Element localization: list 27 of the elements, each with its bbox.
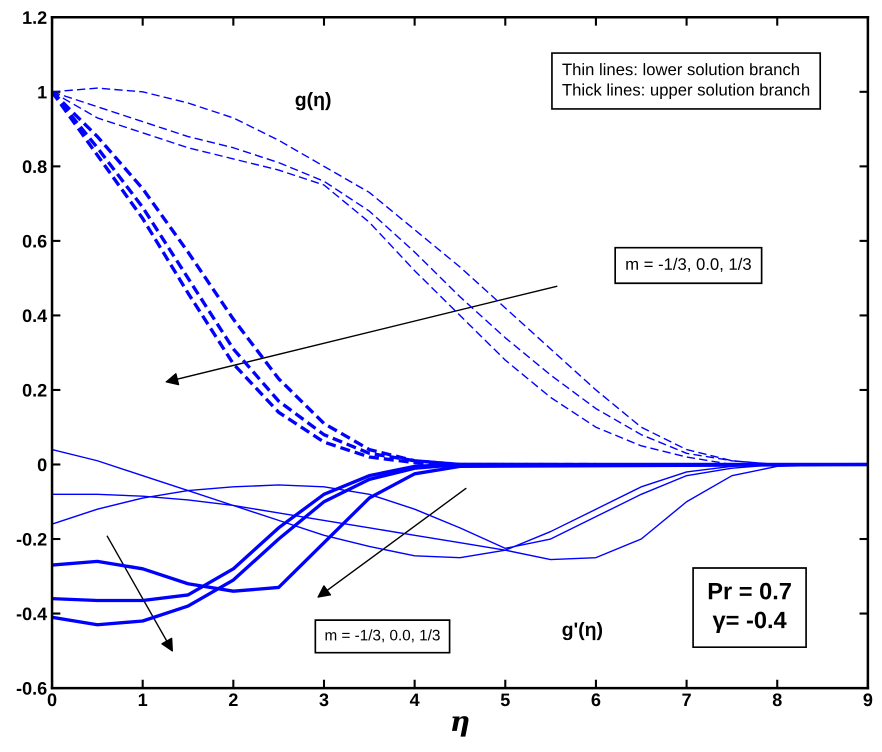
y-tick-label: -0.4 (16, 607, 48, 620)
x-tick-label: 3 (319, 693, 328, 706)
y-tick-label: -0.6 (16, 682, 47, 695)
annotation: m = -1/3, 0.0, 1/3 (326, 629, 440, 642)
annotation: m = -1/3, 0.0, 1/3 (626, 258, 751, 272)
x-tick-label: 4 (410, 694, 420, 706)
y-tick-label: 0.2 (22, 384, 46, 397)
x-tick-label: 5 (500, 694, 510, 706)
x-tick-label: 1 (138, 694, 148, 706)
x-axis-title: η (452, 716, 468, 737)
y-tick-label: 1.2 (23, 11, 46, 24)
x-tick-label: 2 (228, 693, 238, 706)
y-tick-label: -0.2 (16, 532, 46, 546)
annotation: g(η) (296, 92, 330, 110)
x-tick-label: 9 (863, 693, 872, 706)
y-tick-label: 0.8 (22, 160, 47, 174)
y-tick-label: 0.6 (22, 234, 47, 248)
y-tick-label: 0 (38, 458, 46, 472)
x-tick-label: 0 (48, 693, 56, 706)
x-tick-label: 8 (772, 693, 782, 706)
y-tick-label: 1 (38, 86, 47, 98)
y-tick-label: 0.4 (22, 309, 48, 322)
annotation: Thin lines: lower solution branch Thick lines: upper solution branch (562, 63, 810, 99)
x-tick-label: 7 (682, 694, 691, 706)
x-tick-label: 6 (592, 693, 600, 706)
annotation: g'(η) (562, 622, 602, 640)
annotation: Pr = 0.7 γ= -0.4 (708, 582, 791, 634)
